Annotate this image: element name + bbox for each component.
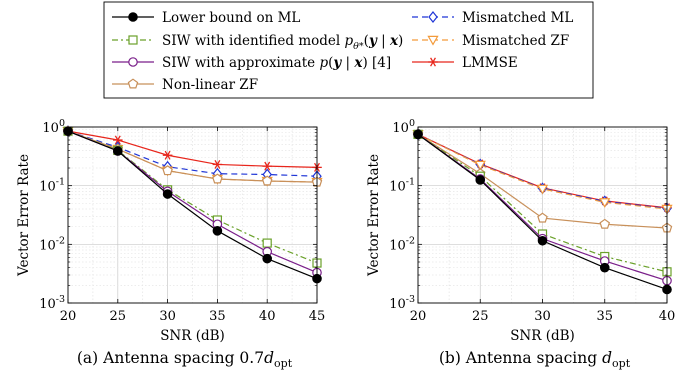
data-point bbox=[599, 218, 611, 229]
x-tick-label: 35 bbox=[209, 309, 226, 324]
series-line bbox=[67, 130, 318, 168]
x-tick-label: 45 bbox=[309, 309, 326, 324]
series-line bbox=[67, 130, 318, 280]
legend-label: Non-linear ZF bbox=[162, 77, 258, 93]
legend-marker bbox=[127, 78, 139, 89]
legend-entry-lb: Lower bound on ML bbox=[112, 10, 300, 26]
data-point bbox=[536, 184, 549, 195]
x-tick-label: 20 bbox=[60, 309, 77, 324]
axis-ticks: 20 25 30 35 40 45 10-3 10-2 10-1 100 bbox=[39, 118, 325, 324]
legend-marker bbox=[128, 12, 138, 22]
x-tick-label: 35 bbox=[596, 309, 613, 324]
legend-marker bbox=[128, 57, 138, 67]
legend-label: Mismatched ZF bbox=[462, 33, 569, 49]
y-tick-label: 10-1 bbox=[39, 177, 65, 195]
y-axis-label: Vector Error Rate bbox=[366, 154, 382, 277]
legend-entry-nlzf: Non-linear ZF bbox=[112, 77, 258, 93]
data-point bbox=[113, 146, 123, 156]
x-tick-label: 40 bbox=[259, 309, 276, 324]
y-axis-label: Vector Error Rate bbox=[16, 154, 32, 277]
legend-box bbox=[103, 1, 594, 99]
data-point bbox=[212, 173, 223, 184]
data-point bbox=[261, 175, 273, 186]
legend-entry-siw_ap: SIW with approximate p(y | x) [4] bbox=[112, 55, 391, 71]
legend-label: Mismatched ML bbox=[462, 10, 573, 26]
legend-entry-mml: Mismatched ML bbox=[412, 10, 573, 26]
data-point bbox=[262, 161, 272, 171]
chart-panel-a: 20 25 30 35 40 45 10-3 10-2 10-1 100 SNR (dB) Vecto… bbox=[16, 118, 325, 370]
legend-marker bbox=[427, 35, 439, 46]
legend-entry-siw_id: SIW with identified model pθ*(y | x) bbox=[112, 33, 403, 52]
plot-frame bbox=[67, 126, 318, 304]
plot-area bbox=[62, 125, 323, 284]
x-tick-label: 25 bbox=[472, 309, 489, 324]
data-point bbox=[262, 253, 272, 264]
legend-label: SIW with approximate p(y | x) [4] bbox=[162, 55, 391, 71]
x-tick-label: 30 bbox=[534, 309, 551, 324]
data-point bbox=[113, 135, 123, 145]
legend-label: SIW with identified model pθ*(y | x) bbox=[162, 33, 403, 52]
y-tick-label: 100 bbox=[392, 118, 415, 136]
series-lb bbox=[63, 126, 322, 284]
data-point bbox=[537, 235, 548, 246]
x-tick-label: 25 bbox=[110, 309, 127, 324]
grid bbox=[67, 127, 318, 304]
legend-marker bbox=[128, 35, 138, 45]
legend-label: LMMSE bbox=[462, 55, 518, 71]
y-tick-label: 10-2 bbox=[389, 235, 415, 253]
legend-entry-lmmse: LMMSE bbox=[412, 55, 518, 71]
x-axis-label: SNR (dB) bbox=[510, 328, 575, 344]
data-point bbox=[262, 238, 272, 248]
legend-entry-mzf: Mismatched ZF bbox=[412, 33, 569, 49]
data-point bbox=[162, 150, 173, 160]
y-tick-label: 10-1 bbox=[389, 177, 415, 195]
data-point bbox=[475, 175, 486, 185]
x-axis-label: SNR (dB) bbox=[160, 328, 225, 344]
axis-ticks: 20 25 30 35 40 10-3 10-2 10-1 100 bbox=[389, 118, 675, 324]
data-point bbox=[537, 212, 548, 223]
x-tick-label: 20 bbox=[410, 309, 427, 324]
y-tick-label: 10-3 bbox=[389, 294, 415, 312]
data-point bbox=[162, 165, 173, 176]
y-tick-label: 100 bbox=[42, 118, 65, 136]
data-point bbox=[212, 159, 223, 169]
grid bbox=[417, 127, 668, 304]
data-point bbox=[474, 160, 486, 171]
y-tick-label: 10-2 bbox=[39, 235, 65, 253]
x-tick-label: 30 bbox=[159, 309, 176, 324]
panel-caption: (a) Antenna spacing 0.7dopt bbox=[77, 349, 293, 370]
data-point bbox=[599, 262, 610, 273]
data-point bbox=[599, 198, 611, 208]
legend-marker bbox=[428, 57, 438, 67]
data-point bbox=[212, 226, 223, 236]
chart-panel-b: 20 25 30 35 40 10-3 10-2 10-1 100 SNR (dB) Vector … bbox=[366, 118, 675, 370]
legend-label: Lower bound on ML bbox=[162, 10, 300, 26]
series-line bbox=[417, 133, 668, 210]
data-point bbox=[162, 189, 173, 199]
legend-marker bbox=[428, 11, 438, 23]
panel-caption: (b) Antenna spacing dopt bbox=[439, 349, 631, 370]
series-line bbox=[67, 130, 318, 177]
legend: Lower bound on ML Mismatched ML SIW with i… bbox=[103, 1, 594, 99]
x-tick-label: 40 bbox=[659, 309, 675, 324]
series-line bbox=[67, 130, 318, 183]
y-tick-label: 10-3 bbox=[39, 294, 65, 312]
